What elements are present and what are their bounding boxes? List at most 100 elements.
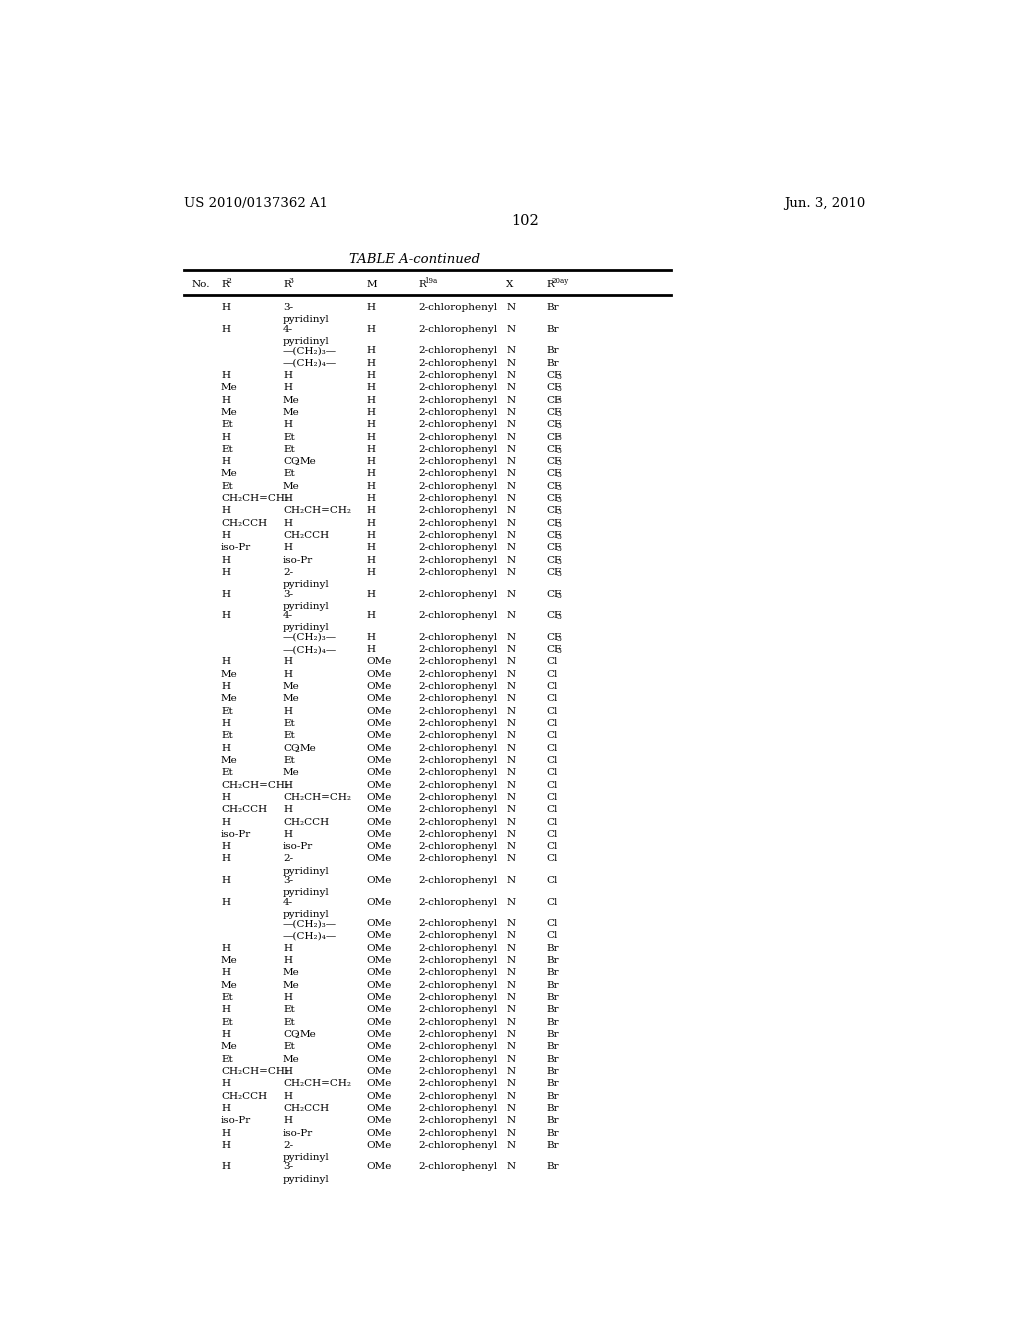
Text: 3: 3 <box>557 385 561 393</box>
Text: CF: CF <box>547 457 561 466</box>
Text: N: N <box>506 981 515 990</box>
Text: Me: Me <box>283 768 300 777</box>
Text: H: H <box>283 993 292 1002</box>
Text: 2-chlorophenyl: 2-chlorophenyl <box>419 1006 498 1014</box>
Text: H: H <box>221 457 230 466</box>
Text: CH₂CH=CH₂: CH₂CH=CH₂ <box>221 494 289 503</box>
Text: H: H <box>221 657 230 667</box>
Text: 2-: 2- <box>283 854 293 863</box>
Text: pyridinyl: pyridinyl <box>283 602 330 611</box>
Text: N: N <box>506 408 515 417</box>
Text: N: N <box>506 632 515 642</box>
Text: 3-: 3- <box>283 876 293 884</box>
Text: H: H <box>367 383 376 392</box>
Text: Cl: Cl <box>547 669 558 678</box>
Text: H: H <box>367 519 376 528</box>
Text: H: H <box>367 420 376 429</box>
Text: N: N <box>506 457 515 466</box>
Text: CF: CF <box>547 420 561 429</box>
Text: H: H <box>221 719 230 727</box>
Text: —(CH₂)₃—: —(CH₂)₃— <box>283 919 337 928</box>
Text: 2-chlorophenyl: 2-chlorophenyl <box>419 1067 498 1076</box>
Text: CF: CF <box>547 556 561 565</box>
Text: H: H <box>221 1163 230 1171</box>
Text: 2-chlorophenyl: 2-chlorophenyl <box>419 1080 498 1088</box>
Text: N: N <box>506 568 515 577</box>
Text: 2-chlorophenyl: 2-chlorophenyl <box>419 854 498 863</box>
Text: H: H <box>283 519 292 528</box>
Text: CH₂CH=CH₂: CH₂CH=CH₂ <box>221 780 289 789</box>
Text: OMe: OMe <box>367 805 392 814</box>
Text: 2-chlorophenyl: 2-chlorophenyl <box>419 1030 498 1039</box>
Text: H: H <box>283 1067 292 1076</box>
Text: H: H <box>367 346 376 355</box>
Text: 3: 3 <box>557 647 561 655</box>
Text: 4-: 4- <box>283 611 293 620</box>
Text: N: N <box>506 1018 515 1027</box>
Text: H: H <box>283 420 292 429</box>
Text: 2-chlorophenyl: 2-chlorophenyl <box>419 1055 498 1064</box>
Text: N: N <box>506 383 515 392</box>
Text: Et: Et <box>283 433 295 441</box>
Text: 2-chlorophenyl: 2-chlorophenyl <box>419 981 498 990</box>
Text: 2-chlorophenyl: 2-chlorophenyl <box>419 408 498 417</box>
Text: N: N <box>506 805 515 814</box>
Text: OMe: OMe <box>367 719 392 727</box>
Text: N: N <box>506 932 515 940</box>
Text: 3: 3 <box>557 397 561 405</box>
Text: H: H <box>221 842 230 851</box>
Text: N: N <box>506 768 515 777</box>
Text: 3: 3 <box>557 459 561 467</box>
Text: N: N <box>506 611 515 620</box>
Text: 2-chlorophenyl: 2-chlorophenyl <box>419 544 498 552</box>
Text: CH₂CH=CH₂: CH₂CH=CH₂ <box>283 1080 351 1088</box>
Text: H: H <box>283 544 292 552</box>
Text: CF: CF <box>547 632 561 642</box>
Text: H: H <box>221 1080 230 1088</box>
Text: Me: Me <box>283 682 300 690</box>
Text: OMe: OMe <box>367 969 392 977</box>
Text: H: H <box>367 556 376 565</box>
Text: X: X <box>506 280 514 289</box>
Text: N: N <box>506 359 515 367</box>
Text: 2: 2 <box>295 1032 299 1040</box>
Text: 3: 3 <box>557 520 561 529</box>
Text: H: H <box>221 743 230 752</box>
Text: 3: 3 <box>557 372 561 381</box>
Text: Cl: Cl <box>547 768 558 777</box>
Text: H: H <box>221 325 230 334</box>
Text: CF: CF <box>547 433 561 441</box>
Text: H: H <box>367 590 376 598</box>
Text: Me: Me <box>283 1055 300 1064</box>
Text: N: N <box>506 325 515 334</box>
Text: Cl: Cl <box>547 780 558 789</box>
Text: H: H <box>221 1140 230 1150</box>
Text: H: H <box>221 817 230 826</box>
Text: Me: Me <box>299 457 316 466</box>
Text: H: H <box>221 1006 230 1014</box>
Text: 2-chlorophenyl: 2-chlorophenyl <box>419 383 498 392</box>
Text: 2-chlorophenyl: 2-chlorophenyl <box>419 743 498 752</box>
Text: H: H <box>283 706 292 715</box>
Text: N: N <box>506 433 515 441</box>
Text: 3: 3 <box>289 277 294 285</box>
Text: Me: Me <box>221 981 238 990</box>
Text: Br: Br <box>547 1006 559 1014</box>
Text: 3: 3 <box>557 635 561 643</box>
Text: 3: 3 <box>557 434 561 442</box>
Text: 2-chlorophenyl: 2-chlorophenyl <box>419 657 498 667</box>
Text: N: N <box>506 1092 515 1101</box>
Text: CF: CF <box>547 519 561 528</box>
Text: iso-Pr: iso-Pr <box>221 830 251 838</box>
Text: H: H <box>221 944 230 953</box>
Text: N: N <box>506 445 515 454</box>
Text: 102: 102 <box>511 214 539 228</box>
Text: Et: Et <box>221 768 232 777</box>
Text: H: H <box>283 494 292 503</box>
Text: M: M <box>367 280 377 289</box>
Text: N: N <box>506 304 515 312</box>
Text: 2-: 2- <box>283 568 293 577</box>
Text: CO: CO <box>283 457 300 466</box>
Text: OMe: OMe <box>367 919 392 928</box>
Text: Br: Br <box>547 1140 559 1150</box>
